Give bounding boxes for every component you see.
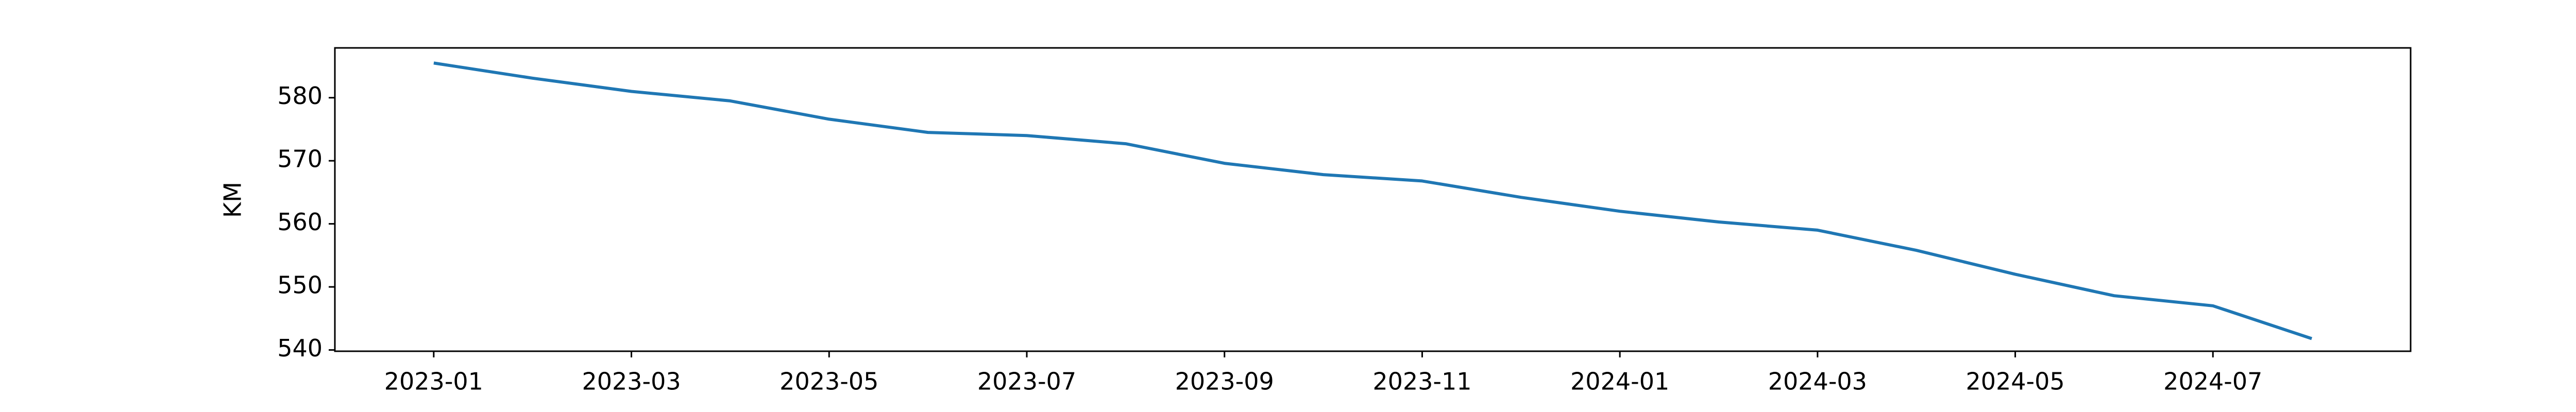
y-tick-label: 540	[277, 334, 323, 362]
x-tick-label: 2023-03	[582, 368, 681, 396]
x-tick-label: 2023-07	[977, 368, 1076, 396]
y-tick-label: 550	[277, 271, 323, 299]
y-tick-label: 570	[277, 145, 323, 173]
x-tick-label: 2024-01	[1570, 368, 1669, 396]
plot-frame	[334, 47, 2412, 352]
y-tick-label: 560	[277, 208, 323, 236]
x-tick-label: 2023-05	[779, 368, 878, 396]
y-axis-label: KM	[219, 182, 247, 218]
x-tick-label: 2023-01	[384, 368, 483, 396]
x-tick-label: 2024-05	[1965, 368, 2064, 396]
x-tick-label: 2024-03	[1768, 368, 1867, 396]
x-tick-label: 2023-09	[1175, 368, 1274, 396]
x-tick-label: 2024-07	[2163, 368, 2262, 396]
data-line	[433, 61, 2313, 340]
y-tick-label: 580	[277, 82, 323, 110]
x-tick-label: 2023-11	[1372, 368, 1471, 396]
